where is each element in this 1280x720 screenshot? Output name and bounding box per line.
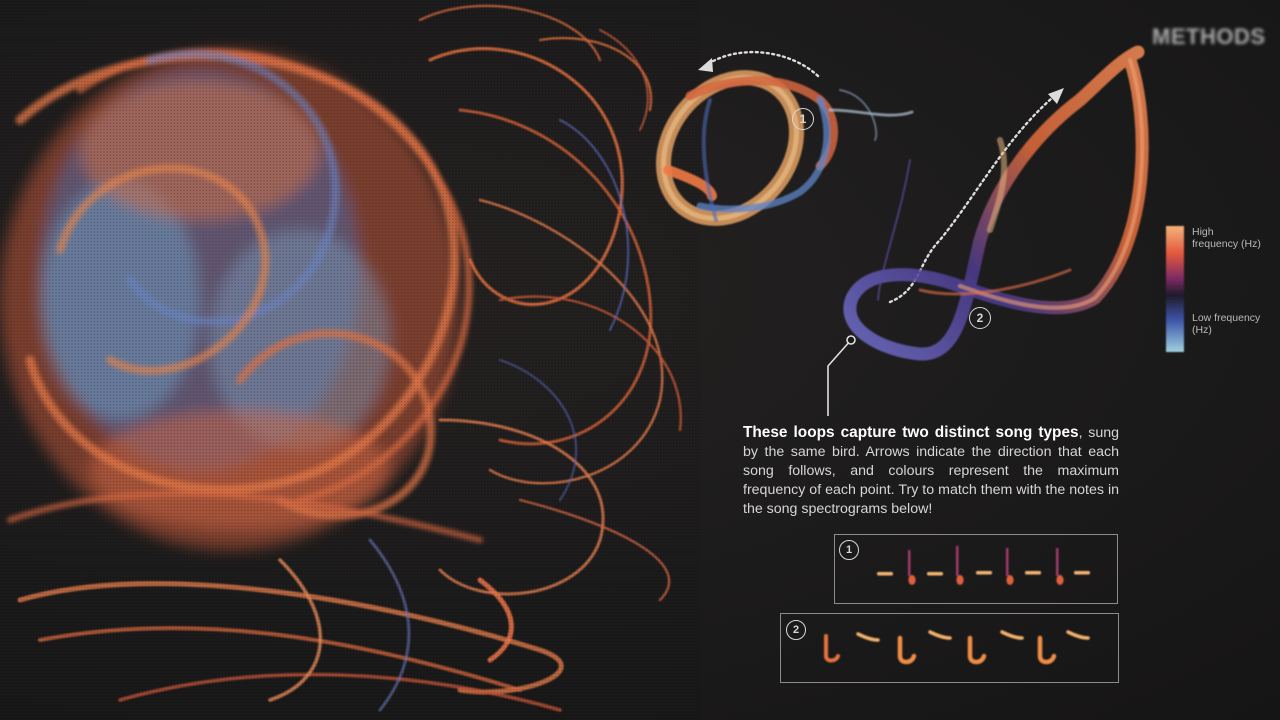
note <box>1000 630 1024 640</box>
legend-high-label: High frequency (Hz) <box>1192 226 1261 250</box>
section-header: METHODS <box>1152 24 1266 49</box>
note <box>877 572 893 576</box>
legend-low-label: Low frequency (Hz) <box>1192 312 1261 336</box>
song-loop-2 <box>843 45 1149 361</box>
spectrogram-2-marks <box>824 630 1090 665</box>
loop-1-marker: 1 <box>792 108 814 130</box>
caption-text: These loops capture two distinct song ty… <box>743 423 1119 519</box>
note <box>897 635 917 665</box>
note <box>824 634 840 663</box>
caption-lead: These loops capture two distinct song ty… <box>743 424 1079 441</box>
direction-arrows <box>706 50 1054 304</box>
spectrogram-1-marks <box>877 546 1090 585</box>
note <box>1074 571 1090 575</box>
note <box>956 546 959 576</box>
note <box>1025 571 1041 575</box>
note <box>1056 548 1059 576</box>
note <box>976 571 992 575</box>
arrowhead-up-right <box>1048 88 1064 104</box>
arrowhead-left <box>698 58 713 72</box>
spectrogram-2-marker: 2 <box>786 620 806 640</box>
callout-leader <box>827 335 856 416</box>
spectrogram-panel-1: 1 <box>834 534 1118 604</box>
note <box>927 572 943 576</box>
caption-body: , sung by the same bird. Arrows indicate… <box>743 425 1119 517</box>
note <box>1006 575 1014 585</box>
note <box>908 575 916 585</box>
note <box>1056 575 1064 585</box>
note <box>1037 635 1057 665</box>
note <box>967 635 987 665</box>
song-loop-1 <box>655 70 914 226</box>
trajectory-cloud <box>0 0 700 720</box>
dotted-arrow-up-right <box>888 96 1054 304</box>
loop-2-marker: 2 <box>969 307 991 329</box>
note <box>1006 548 1009 576</box>
spectrogram-panel-2: 2 <box>780 613 1119 683</box>
note <box>1066 630 1090 640</box>
note <box>856 632 880 642</box>
note <box>956 575 964 585</box>
note <box>908 550 911 576</box>
frequency-color-bar <box>1166 226 1184 352</box>
note <box>928 630 952 640</box>
spectrogram-1-marker: 1 <box>839 540 859 560</box>
dotted-arrow-left <box>706 50 820 78</box>
